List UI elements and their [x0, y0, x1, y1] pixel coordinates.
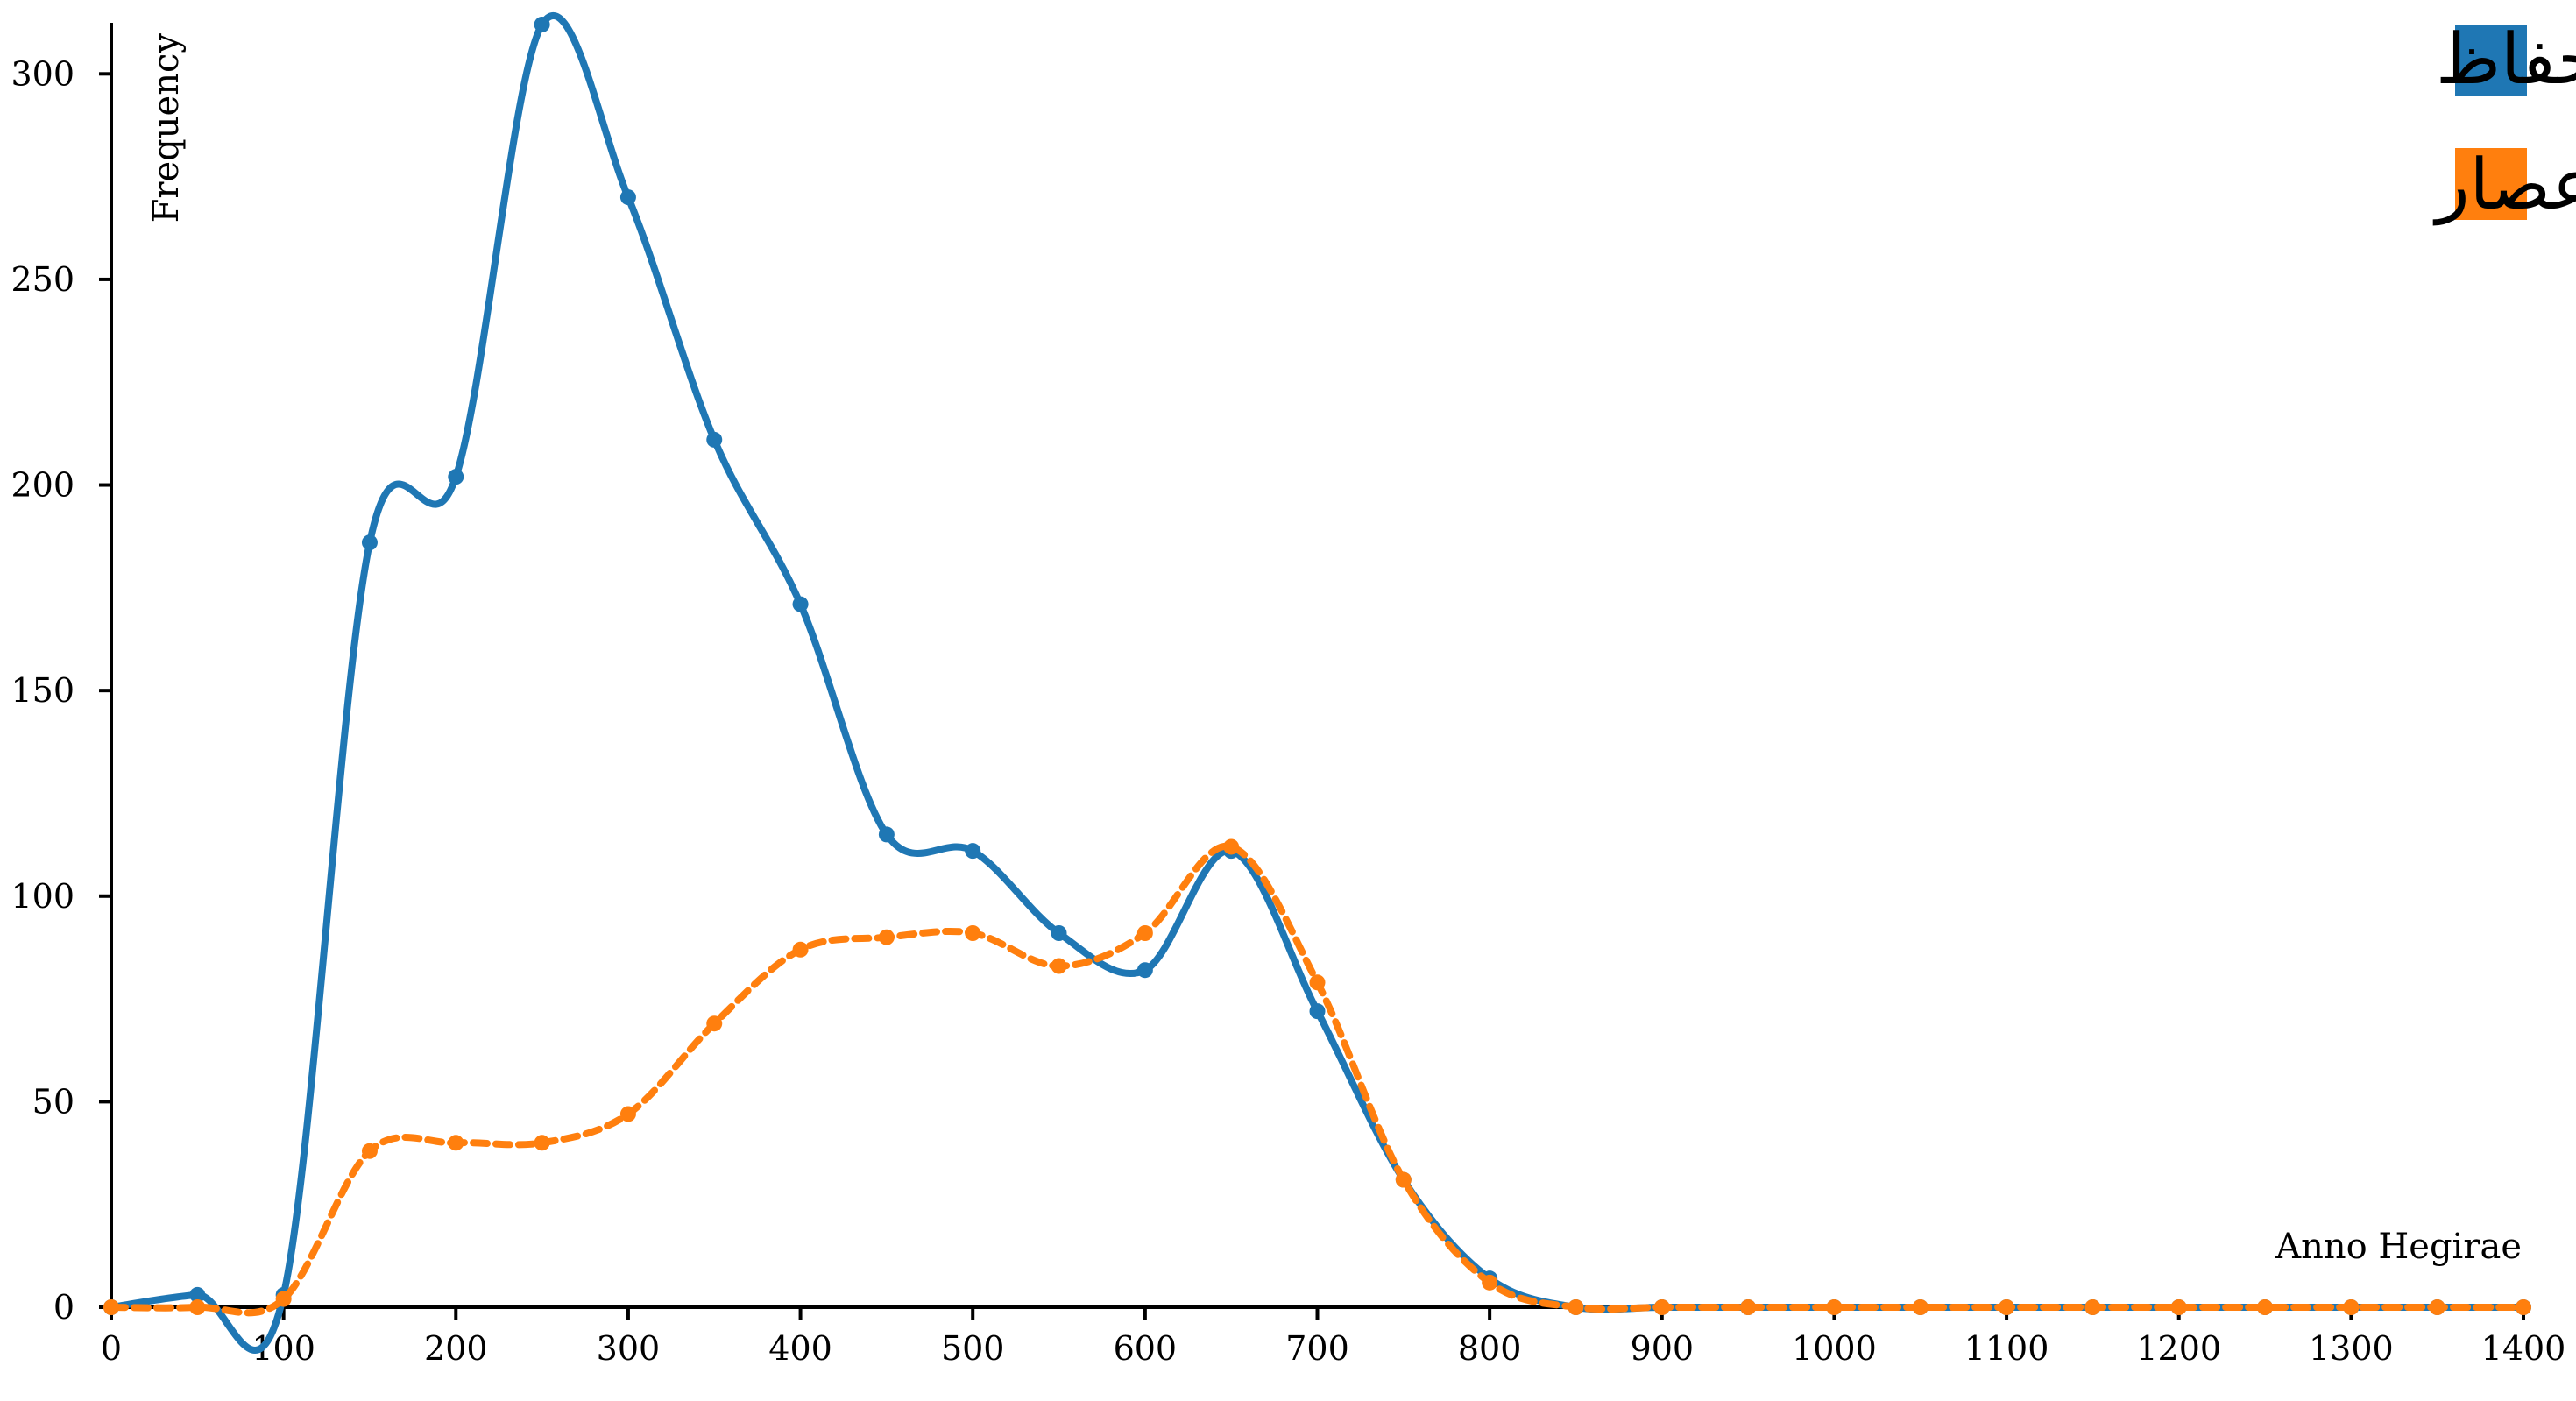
- series-2-point: [1051, 958, 1067, 974]
- y-tick-label: 0: [53, 1288, 74, 1327]
- x-tick-label: 1100: [1964, 1329, 2049, 1368]
- series-1-point: [534, 17, 550, 32]
- y-axis-title: Frequency: [146, 33, 187, 223]
- series-2-point: [1826, 1299, 1843, 1315]
- y-tick-label: 200: [11, 466, 74, 505]
- series-layer: [103, 12, 2531, 1354]
- series-2-point: [1136, 925, 1153, 941]
- series-1-point: [189, 1286, 206, 1303]
- series-1-point: [1309, 1003, 1326, 1020]
- series-2-point: [1999, 1299, 2015, 1315]
- series-2-point: [792, 941, 809, 958]
- series-2-point: [1653, 1299, 1670, 1315]
- y-tick-label: 250: [11, 260, 74, 299]
- legend-swatch-1: [2455, 25, 2527, 96]
- x-tick-label: 1300: [2309, 1329, 2394, 1368]
- series-2-point: [706, 1015, 723, 1032]
- series-1-point: [965, 843, 981, 860]
- legend-swatch-2: [2455, 148, 2527, 220]
- series-2-point: [1740, 1299, 1757, 1315]
- series-2-point: [1223, 838, 1240, 855]
- x-tick-label: 1000: [1792, 1329, 1877, 1368]
- series-2-point: [619, 1106, 636, 1122]
- series-2-point: [1309, 974, 1326, 991]
- series-2: [103, 838, 2531, 1317]
- legend-label-1: تذكرة الحفاظ: [2436, 18, 2576, 101]
- series-2-point: [448, 1135, 464, 1151]
- series-1-point: [792, 596, 809, 612]
- series-2-point: [1568, 1299, 1584, 1315]
- y-tick-label: 300: [11, 54, 74, 93]
- y-tick-label: 50: [32, 1082, 74, 1121]
- series-1-point: [448, 469, 464, 485]
- series-2-point: [534, 1135, 550, 1151]
- series-2-point: [2170, 1299, 2187, 1315]
- x-tick-label: 900: [1631, 1329, 1695, 1368]
- x-tick-label: 0: [101, 1329, 122, 1368]
- series-2-point: [1395, 1171, 1412, 1188]
- series-2-point: [189, 1299, 206, 1315]
- series-1-point: [706, 431, 723, 448]
- series-2-point: [2084, 1299, 2101, 1315]
- x-tick-label: 700: [1285, 1329, 1349, 1368]
- x-tick-label: 500: [941, 1329, 1005, 1368]
- series-2-point: [2257, 1299, 2274, 1315]
- x-tick-label: 400: [768, 1329, 832, 1368]
- legend: تذكرة الحفاظ معرفة القراء الكبار على الطب…: [2432, 18, 2576, 226]
- series-2-point: [878, 929, 895, 945]
- x-tick-label: 300: [597, 1329, 661, 1368]
- y-tick-label: 150: [11, 671, 74, 710]
- series-2-point: [965, 925, 981, 941]
- series-1-point: [878, 826, 895, 843]
- series-2-point: [103, 1299, 119, 1315]
- x-axis-title: Anno Hegirae: [2275, 1227, 2522, 1267]
- series-2-point: [361, 1143, 378, 1159]
- series-1-point: [361, 534, 378, 551]
- series-1-point: [619, 189, 636, 206]
- series-2-point: [2516, 1299, 2531, 1315]
- y-tick-label: 100: [11, 877, 74, 916]
- series-2-point: [2343, 1299, 2360, 1315]
- series-2-line: [108, 842, 2527, 1317]
- series-1-line: [108, 12, 2527, 1354]
- legend-label-2: معرفة القراء الكبار على الطبقات والأعصار: [2432, 140, 2576, 226]
- series-2-point: [275, 1291, 292, 1307]
- series-1-point: [1051, 925, 1067, 941]
- series-2-point: [1912, 1299, 1928, 1315]
- series-2-point: [1482, 1274, 1498, 1291]
- x-tick-label: 1400: [2481, 1329, 2566, 1368]
- series-2-point: [2429, 1299, 2445, 1315]
- x-tick-label: 600: [1114, 1329, 1178, 1368]
- x-tick-label: 1200: [2136, 1329, 2221, 1368]
- series-1: [103, 12, 2531, 1354]
- series-1-point: [1136, 962, 1153, 979]
- x-tick-label: 800: [1458, 1329, 1522, 1368]
- axes: 0 100 200 300 400 500 600 700 800 900 1000 1100 1200…: [11, 23, 2565, 1368]
- x-tick-label: 200: [424, 1329, 488, 1368]
